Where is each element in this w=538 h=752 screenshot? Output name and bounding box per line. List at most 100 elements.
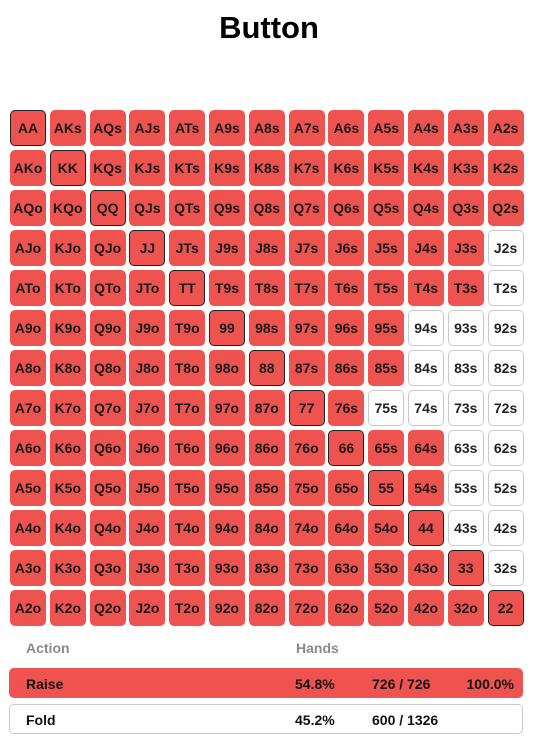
hand-cell-A4s[interactable]: A4s [407, 110, 444, 146]
hand-cell-62s[interactable]: 62s [487, 430, 524, 466]
hand-cell-T4s[interactable]: T4s [407, 270, 444, 306]
hand-cell-43o[interactable]: 43o [407, 550, 444, 586]
hand-cell-64s[interactable]: 64s [407, 430, 444, 466]
hand-cell-T6o[interactable]: T6o [169, 430, 206, 466]
hand-cell-98o[interactable]: 98o [208, 350, 245, 386]
hand-cell-K9s[interactable]: K9s [208, 150, 245, 186]
hand-cell-AKo[interactable]: AKo [10, 150, 46, 186]
hand-cell-JTo[interactable]: JTo [129, 270, 166, 306]
hand-cell-83o[interactable]: 83o [248, 550, 285, 586]
hand-cell-94o[interactable]: 94o [208, 510, 245, 546]
hand-cell-Q7o[interactable]: Q7o [89, 390, 126, 426]
hand-cell-22[interactable]: 22 [487, 590, 524, 626]
hand-cell-86o[interactable]: 86o [248, 430, 285, 466]
hand-cell-AJs[interactable]: AJs [129, 110, 166, 146]
hand-cell-K2o[interactable]: K2o [49, 590, 86, 626]
hand-cell-T6s[interactable]: T6s [328, 270, 365, 306]
hand-cell-J2o[interactable]: J2o [129, 590, 166, 626]
hand-cell-T3o[interactable]: T3o [169, 550, 206, 586]
hand-cell-87o[interactable]: 87o [248, 390, 285, 426]
hand-cell-32s[interactable]: 32s [487, 550, 524, 586]
hand-cell-33[interactable]: 33 [447, 550, 484, 586]
hand-cell-QTo[interactable]: QTo [89, 270, 126, 306]
hand-cell-K4o[interactable]: K4o [49, 510, 86, 546]
hand-cell-T2s[interactable]: T2s [487, 270, 524, 306]
hand-cell-A2o[interactable]: A2o [10, 590, 46, 626]
hand-cell-65s[interactable]: 65s [368, 430, 405, 466]
hand-cell-J9o[interactable]: J9o [129, 310, 166, 346]
hand-cell-J4o[interactable]: J4o [129, 510, 166, 546]
hand-cell-QJo[interactable]: QJo [89, 230, 126, 266]
hand-cell-A4o[interactable]: A4o [10, 510, 46, 546]
hand-cell-42o[interactable]: 42o [407, 590, 444, 626]
hand-cell-QQ[interactable]: QQ [89, 190, 126, 226]
hand-cell-Q6s[interactable]: Q6s [328, 190, 365, 226]
hand-cell-AQs[interactable]: AQs [89, 110, 126, 146]
hand-cell-86s[interactable]: 86s [328, 350, 365, 386]
hand-cell-K8o[interactable]: K8o [49, 350, 86, 386]
hand-cell-K9o[interactable]: K9o [49, 310, 86, 346]
hand-cell-JTs[interactable]: JTs [169, 230, 206, 266]
hand-cell-ATo[interactable]: ATo [10, 270, 46, 306]
hand-cell-J2s[interactable]: J2s [487, 230, 524, 266]
hand-cell-T2o[interactable]: T2o [169, 590, 206, 626]
hand-cell-A5o[interactable]: A5o [10, 470, 46, 506]
hand-cell-94s[interactable]: 94s [407, 310, 444, 346]
hand-cell-54o[interactable]: 54o [368, 510, 405, 546]
hand-cell-K7o[interactable]: K7o [49, 390, 86, 426]
hand-cell-K3s[interactable]: K3s [447, 150, 484, 186]
hand-cell-T7o[interactable]: T7o [169, 390, 206, 426]
hand-cell-64o[interactable]: 64o [328, 510, 365, 546]
hand-cell-Q4o[interactable]: Q4o [89, 510, 126, 546]
hand-cell-Q2s[interactable]: Q2s [487, 190, 524, 226]
hand-cell-A2s[interactable]: A2s [487, 110, 524, 146]
hand-cell-K2s[interactable]: K2s [487, 150, 524, 186]
hand-cell-66[interactable]: 66 [328, 430, 365, 466]
hand-cell-Q5s[interactable]: Q5s [368, 190, 405, 226]
hand-cell-92o[interactable]: 92o [208, 590, 245, 626]
hand-cell-Q7s[interactable]: Q7s [288, 190, 325, 226]
hand-cell-ATs[interactable]: ATs [169, 110, 206, 146]
hand-cell-Q5o[interactable]: Q5o [89, 470, 126, 506]
hand-cell-82o[interactable]: 82o [248, 590, 285, 626]
hand-cell-J8o[interactable]: J8o [129, 350, 166, 386]
hand-cell-T5s[interactable]: T5s [368, 270, 405, 306]
hand-cell-74o[interactable]: 74o [288, 510, 325, 546]
hand-cell-97s[interactable]: 97s [288, 310, 325, 346]
hand-cell-73o[interactable]: 73o [288, 550, 325, 586]
hand-cell-Q9s[interactable]: Q9s [208, 190, 245, 226]
hand-cell-K8s[interactable]: K8s [248, 150, 285, 186]
hand-cell-A9o[interactable]: A9o [10, 310, 46, 346]
hand-cell-AQo[interactable]: AQo [10, 190, 46, 226]
hand-cell-KQs[interactable]: KQs [89, 150, 126, 186]
hand-cell-K6o[interactable]: K6o [49, 430, 86, 466]
hand-cell-Q9o[interactable]: Q9o [89, 310, 126, 346]
hand-cell-77[interactable]: 77 [288, 390, 325, 426]
hand-cell-AKs[interactable]: AKs [49, 110, 86, 146]
hand-cell-A8s[interactable]: A8s [248, 110, 285, 146]
hand-cell-88[interactable]: 88 [248, 350, 285, 386]
hand-cell-KTs[interactable]: KTs [169, 150, 206, 186]
hand-cell-92s[interactable]: 92s [487, 310, 524, 346]
hand-cell-T7s[interactable]: T7s [288, 270, 325, 306]
hand-cell-J5s[interactable]: J5s [368, 230, 405, 266]
hand-cell-K7s[interactable]: K7s [288, 150, 325, 186]
hand-cell-KTo[interactable]: KTo [49, 270, 86, 306]
hand-cell-J6s[interactable]: J6s [328, 230, 365, 266]
hand-cell-T8s[interactable]: T8s [248, 270, 285, 306]
hand-cell-J3o[interactable]: J3o [129, 550, 166, 586]
hand-cell-32o[interactable]: 32o [447, 590, 484, 626]
hand-cell-T5o[interactable]: T5o [169, 470, 206, 506]
hand-cell-95s[interactable]: 95s [368, 310, 405, 346]
hand-cell-KJo[interactable]: KJo [49, 230, 86, 266]
hand-cell-53o[interactable]: 53o [368, 550, 405, 586]
hand-cell-KJs[interactable]: KJs [129, 150, 166, 186]
hand-cell-KK[interactable]: KK [49, 150, 86, 186]
hand-cell-63s[interactable]: 63s [447, 430, 484, 466]
hand-cell-A7s[interactable]: A7s [288, 110, 325, 146]
hand-cell-Q8s[interactable]: Q8s [248, 190, 285, 226]
hand-cell-T8o[interactable]: T8o [169, 350, 206, 386]
hand-cell-A6s[interactable]: A6s [328, 110, 365, 146]
hand-cell-J7s[interactable]: J7s [288, 230, 325, 266]
hand-cell-96s[interactable]: 96s [328, 310, 365, 346]
